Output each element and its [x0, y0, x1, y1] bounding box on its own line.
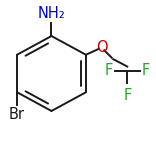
Text: NH₂: NH₂: [38, 6, 65, 21]
Text: F: F: [105, 63, 113, 78]
Text: Br: Br: [9, 107, 25, 122]
Text: F: F: [123, 88, 131, 103]
Text: O: O: [96, 40, 107, 55]
Text: F: F: [141, 63, 150, 78]
